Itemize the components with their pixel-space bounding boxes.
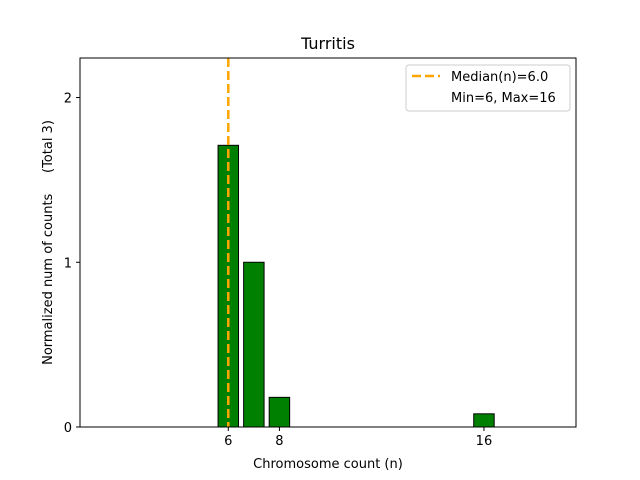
y-axis-label: Normalized num of counts (Total 3) [41, 120, 56, 365]
bars [217, 144, 495, 428]
legend-entry-min-max: Min=6, Max=16 [451, 91, 556, 106]
legend: Median(n)=6.0 Min=6, Max=16 [405, 64, 571, 112]
bar-n-7 [243, 261, 265, 428]
y-tick-label: 1 [64, 256, 72, 271]
x-tick-label: 16 [476, 434, 493, 449]
x-axis-label: Chromosome count (n) [253, 457, 403, 472]
plot-area-frame [79, 57, 577, 428]
x-tick-label: 8 [275, 434, 283, 449]
x-tick-label: 6 [224, 434, 232, 449]
legend-entry-median: Median(n)=6.0 [451, 70, 548, 85]
bar-n-16 [473, 413, 495, 428]
x-axis-ticks: 6 8 16 [224, 427, 492, 449]
y-tick-label: 0 [64, 421, 72, 436]
legend-box [405, 64, 571, 112]
y-axis-ticks: 0 1 2 [64, 92, 80, 436]
y-tick-label: 2 [64, 92, 72, 107]
bar-n-8 [268, 396, 291, 428]
chart-title: Turritis [300, 34, 355, 53]
